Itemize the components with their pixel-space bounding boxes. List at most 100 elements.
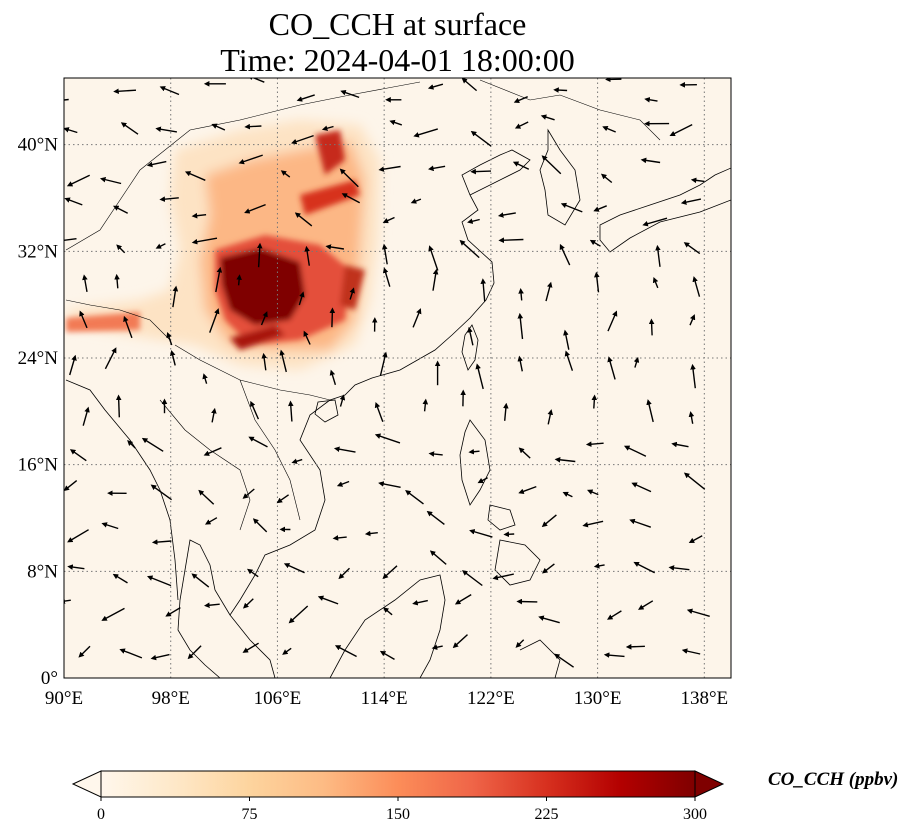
colorbar-tick-label: 300: [683, 806, 707, 823]
wind-arrow: [467, 326, 474, 346]
map-background: [64, 78, 731, 678]
wind-arrow: [559, 243, 571, 266]
wind-arrow: [191, 237, 218, 245]
concentration-field: [66, 120, 380, 370]
wind-arrow: [166, 331, 173, 346]
wind-arrow: [631, 482, 652, 493]
wind-arrow: [545, 281, 553, 302]
wind-arrow: [340, 89, 360, 99]
coastline-gulf-thailand: [177, 539, 231, 678]
wind-arrow: [155, 126, 178, 133]
wind-arrow: [690, 363, 696, 389]
wind-arrow: [338, 567, 350, 580]
map-title-line2: Time: 2024-04-01 18:00:00: [220, 42, 575, 78]
wind-arrow: [303, 330, 311, 345]
wind-arrow: [150, 653, 170, 661]
wind-arrow: [215, 266, 223, 293]
wind-arrow: [563, 329, 570, 350]
wind-arrow: [475, 363, 484, 390]
wind-arrow: [349, 287, 355, 300]
wind-arrow: [589, 239, 601, 247]
wind-arrow: [364, 530, 378, 537]
wind-arrow: [317, 595, 339, 605]
wind-arrow: [600, 173, 613, 184]
coastline-luzon: [459, 419, 491, 506]
wind-arrow: [291, 134, 314, 145]
lat-tick-label: 24°N: [18, 348, 59, 369]
wind-arrow: [127, 440, 136, 449]
wind-arrow: [646, 399, 654, 423]
wind-arrow: [209, 308, 220, 333]
colorbar-tick-label: 225: [535, 806, 559, 823]
wind-arrow: [238, 154, 263, 165]
wind-arrow: [298, 291, 305, 306]
wind-arrow: [325, 244, 345, 250]
lon-tick-label: 122°E: [467, 688, 515, 709]
wind-arrow: [279, 349, 287, 373]
wind-arrow: [428, 245, 439, 271]
wind-arrow: [498, 237, 524, 243]
wind-arrow: [248, 436, 268, 448]
wind-arrow: [540, 114, 555, 121]
wind-arrow: [518, 288, 524, 301]
lat-tick-label: 8°N: [27, 561, 58, 582]
wind-arrow: [541, 514, 557, 528]
wind-arrow: [381, 243, 388, 265]
wind-arrow: [119, 648, 143, 659]
lon-tick-label: 98°E: [152, 688, 190, 709]
wind-arrow: [562, 491, 573, 498]
wind-arrow: [541, 155, 562, 175]
wind-arrow: [82, 274, 88, 293]
wind-arrow: [291, 458, 303, 464]
wind-arrow: [116, 244, 126, 254]
wind-arrow: [668, 565, 690, 571]
lon-tick-label: 114°E: [361, 688, 408, 709]
wind-arrow: [101, 522, 119, 530]
plume-core: [220, 248, 305, 325]
wind-arrow: [382, 216, 395, 224]
wind-arrow: [204, 602, 220, 609]
colorbar-extend-max: [694, 770, 725, 798]
wind-arrow: [603, 652, 625, 658]
wind-arrow: [169, 349, 176, 366]
wind-arrow: [517, 312, 524, 340]
wind-arrow: [560, 202, 583, 213]
wind-arrow: [692, 276, 701, 297]
wind-arrow: [405, 490, 424, 505]
wind-arrow: [429, 550, 447, 565]
colorbar-tick-label: 0: [97, 806, 105, 823]
wind-arrow: [99, 176, 122, 185]
wind-arrow: [594, 271, 600, 293]
wind-arrow: [282, 647, 292, 655]
wind-arrow: [329, 369, 337, 386]
wind-arrow: [172, 285, 179, 308]
wind-arrow: [547, 409, 554, 425]
wind-arrow: [655, 244, 661, 267]
wind-arrow: [625, 643, 645, 650]
coastline-sulawesi: [519, 639, 561, 678]
wind-arrow: [564, 350, 574, 371]
wind-arrow: [339, 394, 346, 407]
wind-arrow: [633, 356, 640, 368]
wind-arrow: [242, 598, 254, 609]
wind-arrow: [374, 401, 384, 423]
wind-arrow: [591, 394, 598, 409]
wind-arrow: [413, 128, 439, 138]
wind-arrow: [146, 575, 172, 587]
wind-arrow: [454, 594, 472, 605]
lat-tick-label: 0°: [41, 668, 58, 689]
wind-arrow: [113, 88, 137, 95]
wind-arrow: [333, 446, 356, 453]
wind-arrow: [514, 121, 529, 129]
lat-tick-label: 40°N: [18, 135, 59, 156]
wind-arrow: [461, 78, 478, 92]
coastline-hainan: [314, 399, 339, 423]
wind-arrow: [379, 351, 388, 377]
wind-arrow: [151, 539, 172, 545]
wind-arrow: [512, 161, 530, 170]
wind-arrow: [236, 274, 242, 286]
wind-arrow: [374, 433, 401, 444]
wind-arrow: [250, 400, 260, 420]
wind-arrow: [607, 310, 618, 332]
wind-arrow: [244, 203, 266, 214]
